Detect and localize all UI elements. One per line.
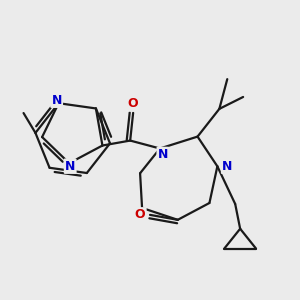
Text: N: N — [65, 160, 75, 173]
Text: O: O — [135, 208, 146, 221]
Text: N: N — [158, 148, 168, 161]
Text: N: N — [51, 94, 62, 107]
Text: N: N — [222, 160, 232, 173]
Text: O: O — [128, 98, 139, 110]
